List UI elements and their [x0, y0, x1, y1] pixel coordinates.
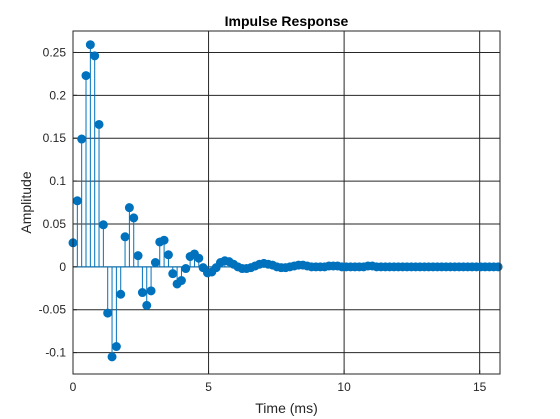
x-tick-label: 0: [70, 380, 77, 394]
y-axis-label: Amplitude: [18, 171, 34, 233]
y-tick-label: 0: [59, 260, 66, 274]
y-axis-ticks: -0.1 -0.05 0 0.05 0.1 0.15 0.2 0.25: [39, 45, 77, 360]
stem-marker: [116, 289, 126, 299]
stem-marker: [77, 134, 87, 144]
stem-marker: [72, 196, 82, 206]
stem-marker: [163, 250, 173, 260]
plot-area: [73, 31, 500, 374]
stem-marker: [133, 251, 143, 261]
stem-marker: [181, 264, 191, 274]
y-tick-label: -0.1: [45, 346, 66, 360]
stem-marker: [85, 40, 95, 50]
stem-marker: [142, 300, 152, 310]
x-axis-ticks: 0 5 10 15: [70, 370, 487, 394]
chart-title: Impulse Response: [225, 13, 349, 29]
y-tick-label: 0.15: [43, 131, 67, 145]
stem-marker: [150, 258, 160, 268]
stem-marker: [159, 235, 169, 245]
stem-marker: [81, 71, 91, 81]
grid-lines: [72, 31, 500, 374]
stem-marker: [168, 269, 178, 279]
x-tick-label: 10: [337, 380, 351, 394]
stem-marker: [103, 308, 113, 318]
y-tick-label: 0.2: [49, 88, 66, 102]
x-tick-label: 5: [205, 380, 212, 394]
x-axis-label: Time (ms): [255, 400, 317, 416]
x-tick-label: 15: [473, 380, 487, 394]
y-tick-label: 0.1: [49, 174, 66, 188]
stem-marker: [137, 288, 147, 298]
stem-marker: [146, 286, 156, 296]
y-tick-label: -0.05: [39, 303, 67, 317]
stem-marker: [176, 276, 186, 286]
stem-marker: [107, 352, 117, 362]
stem-marker: [94, 119, 104, 129]
y-tick-label: 0.05: [43, 217, 67, 231]
stem-marker: [124, 203, 134, 213]
stem-marker: [111, 342, 121, 352]
stem-marker: [493, 262, 503, 272]
stem-marker: [120, 232, 130, 242]
stem-marker: [194, 253, 204, 263]
stem-marker: [129, 213, 139, 223]
plot-frame: [72, 30, 501, 375]
stem-marker: [98, 220, 108, 230]
y-tick-label: 0.25: [43, 45, 67, 59]
stem-marker: [90, 51, 100, 61]
